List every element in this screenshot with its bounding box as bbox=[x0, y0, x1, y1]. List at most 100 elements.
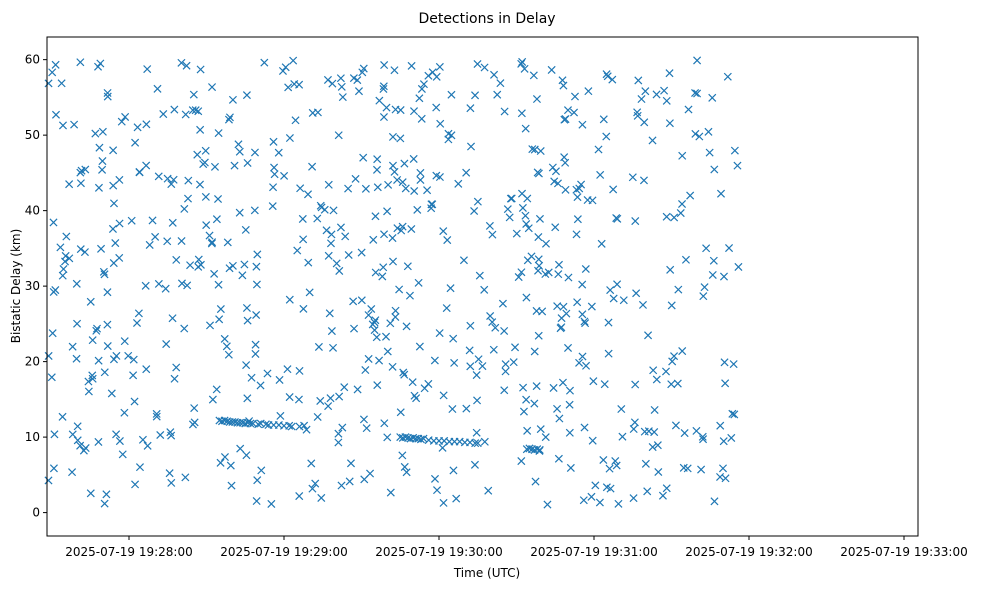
data-point-marker bbox=[172, 363, 181, 372]
x-tick-label: 2025-07-19 19:32:00 bbox=[685, 545, 812, 559]
data-point-marker bbox=[450, 358, 459, 367]
data-point-marker bbox=[295, 80, 304, 89]
data-point-marker bbox=[94, 356, 103, 365]
data-point-marker bbox=[535, 261, 544, 270]
data-point-marker bbox=[153, 84, 162, 93]
data-point-marker bbox=[439, 227, 448, 236]
data-point-marker bbox=[115, 437, 124, 446]
data-point-marker bbox=[693, 89, 702, 98]
data-point-marker bbox=[382, 103, 391, 112]
data-point-marker bbox=[558, 378, 567, 387]
data-point-marker bbox=[496, 79, 505, 88]
data-point-marker bbox=[95, 143, 104, 152]
data-point-marker bbox=[498, 299, 507, 308]
data-point-marker bbox=[344, 250, 353, 260]
data-point-marker bbox=[357, 248, 366, 257]
data-point-marker bbox=[561, 115, 570, 124]
data-point-marker bbox=[56, 243, 65, 252]
data-point-marker bbox=[154, 172, 163, 181]
data-point-marker bbox=[671, 421, 680, 430]
y-axis-ticks: 0 10 20 30 40 50 60 bbox=[25, 53, 47, 520]
data-point-marker bbox=[524, 224, 533, 233]
data-point-marker bbox=[242, 91, 251, 100]
data-point-marker bbox=[102, 490, 111, 499]
data-point-marker bbox=[254, 420, 263, 429]
data-point-marker bbox=[48, 329, 57, 338]
data-point-marker bbox=[222, 342, 231, 351]
data-point-marker bbox=[578, 120, 587, 129]
data-point-marker bbox=[170, 105, 179, 114]
data-point-marker bbox=[167, 478, 176, 487]
data-point-marker bbox=[676, 209, 685, 218]
data-point-marker bbox=[120, 337, 129, 346]
data-point-marker bbox=[94, 183, 103, 192]
data-point-marker bbox=[121, 112, 130, 121]
data-point-marker bbox=[555, 414, 564, 423]
data-point-marker bbox=[372, 165, 382, 174]
data-point-marker bbox=[448, 405, 457, 414]
data-point-marker bbox=[578, 280, 587, 289]
data-point-marker bbox=[449, 466, 458, 475]
data-point-marker bbox=[678, 347, 687, 356]
data-point-marker bbox=[662, 484, 671, 493]
data-point-marker bbox=[225, 264, 234, 273]
data-point-marker bbox=[180, 324, 189, 333]
data-point-marker bbox=[267, 499, 276, 508]
data-point-marker bbox=[98, 157, 107, 166]
data-point-marker bbox=[692, 426, 701, 435]
data-point-marker bbox=[472, 371, 481, 380]
data-point-marker bbox=[700, 283, 709, 292]
data-point-marker bbox=[386, 319, 395, 328]
data-point-marker bbox=[435, 62, 444, 71]
data-point-marker bbox=[561, 185, 570, 194]
data-point-marker bbox=[720, 358, 729, 367]
data-point-marker bbox=[595, 498, 604, 507]
data-point-marker bbox=[388, 132, 397, 141]
data-point-marker bbox=[252, 310, 261, 320]
data-point-marker bbox=[532, 382, 541, 391]
data-point-marker bbox=[252, 497, 261, 506]
data-point-marker bbox=[475, 271, 484, 280]
data-point-marker bbox=[532, 306, 541, 315]
data-point-marker bbox=[154, 279, 163, 288]
data-point-marker bbox=[591, 481, 600, 490]
x-tick-label: 2025-07-19 19:33:00 bbox=[840, 545, 967, 559]
data-point-marker bbox=[49, 464, 58, 473]
data-point-marker bbox=[196, 65, 205, 74]
data-point-marker bbox=[400, 159, 409, 168]
data-point-marker bbox=[109, 355, 118, 364]
data-point-marker bbox=[719, 437, 728, 446]
data-point-marker bbox=[287, 422, 296, 431]
data-point-marker bbox=[236, 444, 245, 453]
data-point-marker bbox=[57, 79, 66, 88]
data-point-marker bbox=[94, 62, 103, 71]
data-point-marker bbox=[324, 402, 333, 411]
data-point-marker bbox=[234, 140, 243, 149]
data-point-marker bbox=[214, 280, 223, 289]
data-point-marker bbox=[383, 433, 392, 442]
data-points bbox=[44, 56, 743, 509]
data-point-marker bbox=[680, 429, 689, 438]
data-point-marker bbox=[466, 362, 475, 371]
data-point-marker bbox=[97, 244, 106, 253]
data-point-marker bbox=[367, 304, 376, 314]
data-point-marker bbox=[345, 477, 354, 486]
data-point-marker bbox=[575, 358, 584, 367]
data-point-marker bbox=[534, 266, 543, 275]
data-point-marker bbox=[243, 316, 252, 325]
data-point-marker bbox=[390, 167, 399, 176]
data-point-marker bbox=[109, 259, 118, 268]
data-point-marker bbox=[442, 304, 451, 313]
data-point-marker bbox=[359, 415, 368, 424]
data-point-marker bbox=[88, 374, 97, 383]
data-point-marker bbox=[730, 146, 739, 155]
data-point-marker bbox=[190, 404, 199, 413]
data-point-marker bbox=[581, 264, 590, 274]
data-point-marker bbox=[50, 430, 59, 439]
data-point-marker bbox=[416, 168, 425, 177]
data-point-marker bbox=[393, 175, 402, 185]
data-point-marker bbox=[522, 293, 531, 302]
data-point-marker bbox=[103, 342, 112, 351]
data-point-marker bbox=[61, 251, 70, 260]
data-point-marker bbox=[359, 153, 368, 162]
